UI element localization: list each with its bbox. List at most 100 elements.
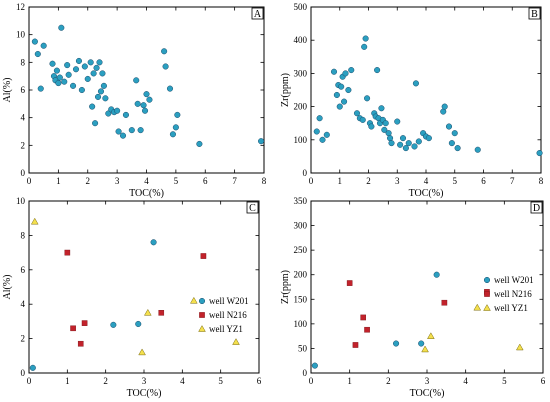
data-point xyxy=(515,343,524,351)
data-point xyxy=(93,64,100,71)
data-point xyxy=(441,299,448,306)
data-point xyxy=(96,59,103,66)
legend: well W201 well N216 well YZ1 xyxy=(483,275,534,313)
plot-frame xyxy=(310,200,544,374)
x-tick-label: 0 xyxy=(309,376,314,386)
data-point xyxy=(196,140,203,147)
x-tick-label: 0 xyxy=(27,176,32,186)
y-tick-label: 350 xyxy=(294,196,308,206)
data-point xyxy=(64,62,71,69)
y-tick-label: 100 xyxy=(294,135,308,145)
data-point xyxy=(158,310,165,316)
series-w201 xyxy=(31,24,265,147)
panel-d: 0 1 2 3 4 5 6 0 50 100 150 200 250 300 350 TOC(%) Zr(ppm… xyxy=(280,196,546,399)
data-point xyxy=(316,115,323,122)
data-point xyxy=(144,308,152,316)
data-point xyxy=(425,135,432,142)
y-tick-label: 500 xyxy=(294,2,308,12)
data-point xyxy=(34,50,41,58)
x-tick-label: 0 xyxy=(309,176,314,186)
y-tick-label: 100 xyxy=(294,319,308,329)
data-point xyxy=(174,111,181,118)
x-tick-label: 4 xyxy=(180,376,185,386)
data-point xyxy=(473,303,482,311)
panel-label: C xyxy=(249,203,256,214)
x-tick-label: 1 xyxy=(56,176,61,186)
x-tick-label: 5 xyxy=(502,376,507,386)
data-point xyxy=(49,60,56,67)
panel-label-box xyxy=(251,7,264,20)
data-point xyxy=(342,70,349,77)
x-tick-label: 1 xyxy=(338,176,343,186)
plot-frame xyxy=(28,200,260,374)
series-w201 xyxy=(311,271,440,369)
data-point xyxy=(135,320,142,328)
y-tick-label: 8 xyxy=(21,57,26,67)
data-point xyxy=(70,325,76,332)
data-point xyxy=(134,100,141,107)
data-point xyxy=(190,296,198,304)
x-tick-label: 7 xyxy=(510,176,515,186)
x-axis-label: TOC(%) xyxy=(129,188,164,199)
x-tick-label: 7 xyxy=(232,176,237,186)
data-point xyxy=(65,71,72,78)
data-point xyxy=(418,340,425,347)
data-point xyxy=(393,340,400,347)
data-point xyxy=(162,63,169,70)
data-point xyxy=(114,107,121,114)
data-point xyxy=(336,103,343,110)
data-point xyxy=(433,271,440,278)
y-tick-label: 300 xyxy=(294,68,308,78)
data-point xyxy=(397,141,404,148)
data-point xyxy=(360,314,367,321)
data-point xyxy=(385,130,392,137)
data-point xyxy=(319,136,326,143)
data-point xyxy=(172,124,179,131)
data-point xyxy=(364,326,370,333)
x-tick-label: 8 xyxy=(262,176,267,186)
x-tick-label: 3 xyxy=(425,376,430,386)
y-tick-label: 4 xyxy=(21,113,26,123)
x-axis-label: TOC(%) xyxy=(409,188,444,199)
panel-label: D xyxy=(533,203,540,214)
data-point xyxy=(378,105,385,112)
legend-marker xyxy=(198,325,206,332)
y-axis-label: Al(%) xyxy=(2,78,13,103)
data-point xyxy=(40,42,47,49)
legend-entry: well YZ1 xyxy=(209,324,243,334)
y-tick-label: 150 xyxy=(294,294,308,304)
data-point xyxy=(359,116,366,123)
series-yz1 xyxy=(421,303,524,353)
y-tick-label: 6 xyxy=(21,265,26,275)
data-point xyxy=(90,70,97,77)
data-point xyxy=(58,24,65,31)
data-point xyxy=(448,140,455,147)
data-point xyxy=(169,131,176,138)
x-tick-label: 6 xyxy=(257,376,262,386)
data-point xyxy=(143,91,150,98)
data-point xyxy=(115,128,122,135)
data-point xyxy=(323,131,330,138)
data-point xyxy=(138,348,146,356)
data-point xyxy=(411,143,418,150)
x-tick-label: 2 xyxy=(386,376,391,386)
y-tick-label: 2 xyxy=(21,334,26,344)
data-point xyxy=(128,127,135,134)
data-point xyxy=(53,67,60,74)
data-point xyxy=(102,95,109,102)
data-point xyxy=(454,145,461,152)
data-point xyxy=(81,63,88,70)
data-point xyxy=(399,135,407,142)
x-tick-label: 0 xyxy=(27,376,32,386)
data-point xyxy=(84,75,91,82)
x-axis-label: TOC(%) xyxy=(127,388,162,399)
data-point xyxy=(94,93,102,100)
legend-marker xyxy=(484,291,490,297)
data-point xyxy=(29,364,36,371)
data-point xyxy=(311,362,318,369)
data-point xyxy=(361,43,368,50)
data-point xyxy=(387,135,394,142)
data-point xyxy=(61,78,68,85)
data-point xyxy=(75,57,82,65)
